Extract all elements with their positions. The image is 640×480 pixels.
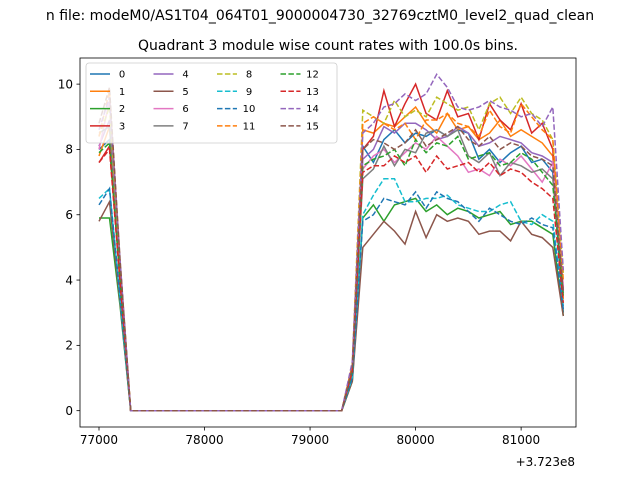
legend-label-14: 14 — [306, 104, 319, 115]
y-tick-label: 10 — [58, 77, 73, 91]
legend-label-15: 15 — [306, 121, 319, 132]
x-tick-label: 77000 — [80, 433, 118, 447]
x-tick-label: 80000 — [396, 433, 434, 447]
legend-frame — [85, 62, 338, 144]
legend-label-6: 6 — [182, 104, 188, 115]
y-tick-label: 8 — [65, 143, 73, 157]
series-line-8 — [98, 95, 565, 412]
y-tick-label: 6 — [65, 208, 73, 222]
series-line-6 — [98, 100, 565, 412]
legend-label-11: 11 — [243, 121, 256, 132]
legend-label-12: 12 — [306, 70, 319, 81]
series-line-5 — [98, 199, 565, 412]
x-axis-offset-text: +3.723e8 — [516, 455, 575, 469]
legend-label-1: 1 — [119, 87, 125, 98]
series-line-4 — [98, 119, 565, 412]
axis-ticks: 77000 78000 79000 80000 81000 0 2 4 6 8 10 — [58, 77, 540, 447]
series-line-12 — [98, 135, 565, 412]
y-tick-label: 4 — [65, 273, 73, 287]
x-tick-label: 79000 — [291, 433, 329, 447]
legend-label-7: 7 — [182, 121, 188, 132]
series-line-10 — [98, 186, 565, 412]
legend-label-0: 0 — [119, 70, 125, 81]
legend-label-9: 9 — [246, 87, 252, 98]
legend-label-13: 13 — [306, 87, 319, 98]
x-tick-label: 78000 — [185, 433, 223, 447]
legend-label-3: 3 — [119, 121, 125, 132]
figure-suptitle: n file: modeM0/AS1T04_064T01_9000004730_… — [46, 8, 594, 24]
legend-label-8: 8 — [246, 70, 252, 81]
legend-label-4: 4 — [182, 70, 188, 81]
plot-frame — [79, 57, 577, 428]
series-line-13 — [98, 147, 565, 412]
legend-label-10: 10 — [243, 104, 256, 115]
legend-label-5: 5 — [182, 87, 188, 98]
chart-title: Quadrant 3 module wise count rates with … — [138, 38, 518, 54]
y-tick-label: 0 — [65, 404, 73, 418]
legend-label-2: 2 — [119, 104, 125, 115]
series-line-2 — [99, 197, 565, 412]
series-line-0 — [98, 128, 565, 412]
x-tick-label: 81000 — [502, 433, 540, 447]
y-tick-label: 2 — [65, 339, 73, 353]
series-line-15 — [98, 87, 565, 412]
series-line-1 — [98, 105, 565, 412]
plot-area — [79, 57, 577, 428]
